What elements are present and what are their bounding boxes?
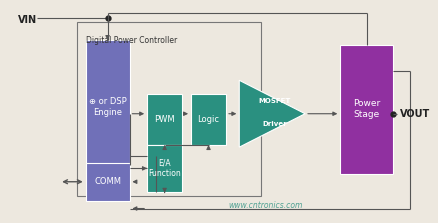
Text: VIN: VIN	[18, 15, 37, 25]
Text: VOUT: VOUT	[399, 109, 429, 119]
Bar	[339, 45, 392, 174]
Bar	[77, 22, 261, 196]
Text: E/A
Function: E/A Function	[148, 158, 180, 178]
Text: Driver: Driver	[261, 121, 286, 127]
Text: PWM: PWM	[154, 115, 174, 124]
Bar	[147, 145, 182, 192]
Text: MOSFET: MOSFET	[258, 99, 290, 104]
Polygon shape	[239, 80, 304, 147]
Text: Logic: Logic	[197, 115, 219, 124]
Bar	[147, 94, 182, 145]
Text: ⊕ or DSP
Engine: ⊕ or DSP Engine	[88, 97, 126, 117]
Bar	[85, 163, 129, 201]
Text: Power
Stage: Power Stage	[352, 99, 379, 119]
Text: Digital Power Controller: Digital Power Controller	[85, 36, 177, 45]
Bar	[191, 94, 226, 145]
Text: www.cntronics.com: www.cntronics.com	[228, 201, 302, 210]
Text: COMM: COMM	[94, 177, 121, 186]
Bar	[85, 40, 129, 174]
